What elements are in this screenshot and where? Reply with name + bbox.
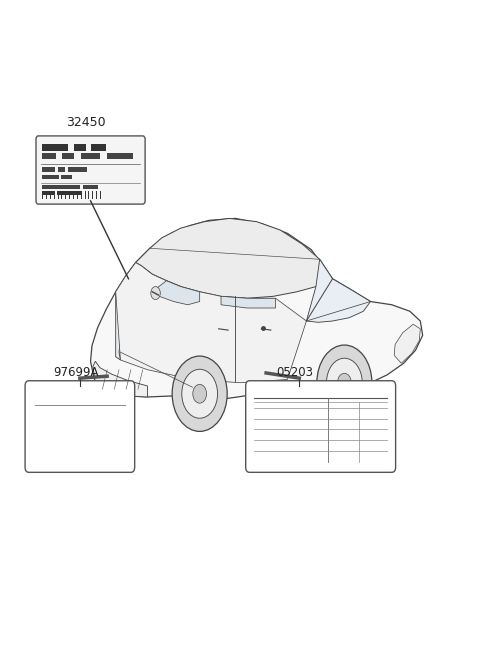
- Polygon shape: [116, 263, 306, 383]
- FancyBboxPatch shape: [61, 175, 72, 179]
- Circle shape: [193, 384, 206, 403]
- Text: 32450: 32450: [66, 117, 106, 130]
- Polygon shape: [221, 296, 276, 308]
- FancyBboxPatch shape: [68, 167, 87, 172]
- FancyBboxPatch shape: [42, 144, 68, 151]
- FancyBboxPatch shape: [74, 144, 86, 151]
- Circle shape: [317, 345, 372, 421]
- Text: 05203: 05203: [276, 366, 313, 379]
- FancyBboxPatch shape: [92, 144, 106, 151]
- FancyBboxPatch shape: [42, 153, 56, 159]
- FancyBboxPatch shape: [36, 136, 145, 204]
- Polygon shape: [116, 263, 180, 360]
- FancyBboxPatch shape: [42, 167, 56, 172]
- FancyBboxPatch shape: [42, 185, 80, 189]
- Circle shape: [182, 369, 217, 419]
- Polygon shape: [93, 362, 147, 397]
- Circle shape: [337, 373, 351, 392]
- Polygon shape: [306, 259, 371, 322]
- FancyBboxPatch shape: [42, 175, 59, 179]
- FancyBboxPatch shape: [58, 167, 65, 172]
- FancyBboxPatch shape: [81, 153, 100, 159]
- Polygon shape: [136, 218, 333, 298]
- FancyBboxPatch shape: [107, 153, 133, 159]
- FancyBboxPatch shape: [42, 191, 54, 195]
- Polygon shape: [394, 324, 420, 364]
- FancyBboxPatch shape: [62, 153, 74, 159]
- Polygon shape: [91, 218, 423, 400]
- Circle shape: [151, 287, 160, 299]
- Circle shape: [326, 358, 362, 407]
- Polygon shape: [155, 281, 200, 305]
- FancyBboxPatch shape: [84, 185, 97, 189]
- Circle shape: [172, 356, 227, 432]
- FancyBboxPatch shape: [246, 381, 396, 472]
- FancyBboxPatch shape: [25, 381, 135, 472]
- Text: 97699A: 97699A: [54, 366, 99, 379]
- FancyBboxPatch shape: [57, 191, 81, 195]
